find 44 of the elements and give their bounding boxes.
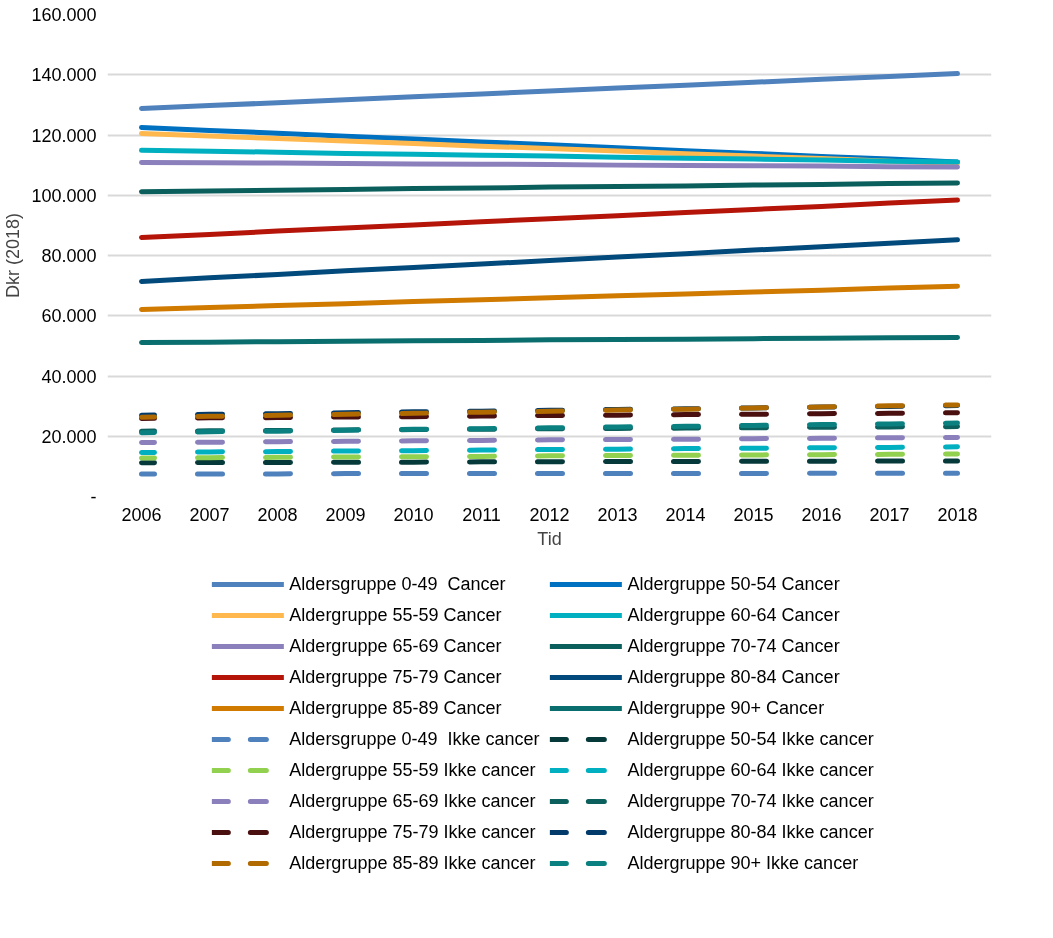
legend-label: Aldergruppe 50-54 Ikke cancer: [627, 728, 874, 750]
x-tick-label: 2008: [257, 504, 298, 525]
legend-label: Aldergruppe 50-54 Cancer: [627, 573, 840, 595]
y-tick-label: -: [90, 487, 97, 507]
legend-label: Aldergruppe 90+ Ikke cancer: [627, 852, 859, 874]
x-tick-label: 2010: [393, 504, 434, 525]
x-tick-label: 2017: [869, 504, 910, 525]
legend-label: Aldergruppe 55-59 Cancer: [289, 604, 502, 626]
legend-label: Aldergruppe 60-64 Ikke cancer: [627, 759, 874, 781]
y-tick-label: 60.000: [41, 306, 97, 327]
legend-label: Aldergruppe 80-84 Cancer: [627, 666, 840, 688]
x-tick-label: 2014: [665, 504, 706, 525]
legend-label: Aldergruppe 55-59 Ikke cancer: [289, 759, 536, 781]
x-tick-label: 2012: [529, 504, 570, 525]
legend-label: Aldergruppe 70-74 Ikke cancer: [627, 790, 874, 812]
legend-label: Aldergruppe 75-79 Cancer: [289, 666, 502, 688]
legend-label: Aldergruppe 65-69 Cancer: [289, 635, 502, 657]
y-tick-label: 20.000: [41, 426, 97, 447]
y-tick-label: 80.000: [41, 246, 97, 266]
x-tick-label: 2011: [462, 504, 501, 525]
y-tick-label: 100.000: [31, 185, 97, 206]
legend-label: Aldergruppe 80-84 Ikke cancer: [627, 821, 874, 843]
y-tick-label: 160.000: [31, 5, 97, 25]
legend-label: Aldergruppe 65-69 Ikke cancer: [289, 790, 536, 812]
legend-label: Aldersgruppe 0-49 Ikke cancer: [289, 728, 540, 750]
y-tick-label: 40.000: [41, 366, 97, 387]
x-axis-title: Tid: [537, 528, 562, 549]
x-tick-label: 2018: [937, 504, 978, 525]
x-tick-label: 2015: [733, 504, 774, 525]
legend-label: Aldergruppe 85-89 Ikke cancer: [289, 852, 536, 874]
y-tick-label: 120.000: [31, 125, 97, 146]
x-tick-label: 2013: [597, 504, 638, 525]
legend-label: Aldersgruppe 0-49 Cancer: [289, 573, 506, 595]
legend-label: Aldergruppe 75-79 Ikke cancer: [289, 821, 536, 843]
y-axis-title: Dkr (2018): [3, 212, 24, 299]
legend-label: Aldergruppe 85-89 Cancer: [289, 697, 502, 719]
y-tick-label: 140.000: [31, 65, 97, 86]
legend-label: Aldergruppe 60-64 Cancer: [627, 604, 840, 626]
legend-label: Aldergruppe 70-74 Cancer: [627, 635, 840, 657]
x-tick-label: 2016: [801, 504, 842, 525]
x-tick-label: 2009: [325, 504, 366, 525]
legend-label: Aldergruppe 90+ Cancer: [627, 697, 825, 719]
x-tick-label: 2007: [189, 504, 230, 525]
x-tick-label: 2006: [121, 504, 162, 525]
